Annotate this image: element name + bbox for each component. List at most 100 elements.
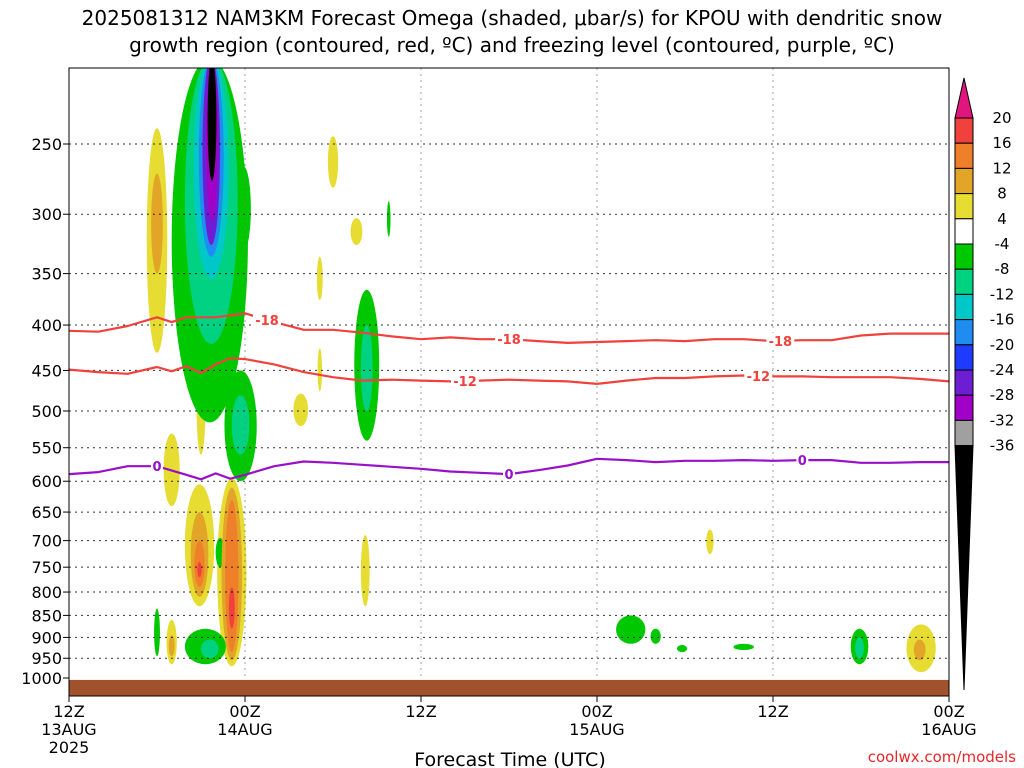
pressure-tick-label: 800 (31, 583, 62, 602)
pressure-tick-label: 400 (31, 316, 62, 335)
colorbar-label: 4 (997, 210, 1007, 228)
pressure-tick-label: 600 (31, 472, 62, 491)
time-tick-label: 00Z (933, 702, 964, 721)
colorbar-segment (954, 167, 974, 195)
colorbar-segment (954, 344, 974, 371)
colorbar-label: -28 (990, 386, 1015, 404)
omega-cell (913, 639, 926, 661)
omega-cell (350, 218, 363, 246)
omega-cell (207, 68, 217, 181)
pressure-tick-label: 700 (31, 532, 62, 551)
contour-0-label: 0 (798, 454, 807, 469)
colorbar-label: -32 (990, 411, 1015, 429)
time-tick-label: 00Z (581, 702, 612, 721)
chart-title-line-1: 2025081312 NAM3KM Forecast Omega (shaded… (82, 6, 943, 30)
omega-cell (676, 645, 688, 653)
omega-shading (146, 68, 936, 673)
colorbar-label: 8 (997, 185, 1007, 203)
omega-cell (228, 587, 235, 629)
omega-cell (733, 643, 754, 651)
colorbar-segment (954, 268, 974, 295)
omega-cell (360, 535, 370, 607)
time-tick-label: 12Z (757, 702, 788, 721)
colorbar-label: 20 (992, 109, 1011, 127)
ground-below-surface (69, 679, 949, 696)
contour--12-label: -12 (453, 375, 477, 390)
colorbar-min-arrow (954, 445, 974, 691)
contour--18-label: -18 (255, 314, 279, 329)
colorbar-segment (954, 394, 974, 421)
colorbar-label: -24 (990, 361, 1015, 379)
colorbar-label: -36 (990, 437, 1015, 455)
omega-cell (168, 635, 175, 657)
omega-cell (616, 615, 646, 644)
time-tick-label: 16AUG (921, 720, 976, 739)
contour-0-label: 0 (152, 460, 161, 475)
pressure-tick-label: 500 (31, 402, 62, 421)
colorbar-segment (954, 293, 974, 321)
contour-label-bg (451, 372, 479, 388)
contour--18-label: -18 (497, 333, 521, 348)
contour-0-line (69, 457, 949, 481)
x-axis-label: Forecast Time (UTC) (414, 749, 605, 768)
colorbar-segment (954, 243, 974, 270)
colorbar-label: -20 (990, 336, 1015, 354)
omega-cell (293, 393, 309, 427)
contour--18-line (69, 312, 949, 344)
pressure-axis: 250 300 350 400 450 500 550 600 650 700 750 800 850 9… (21, 135, 69, 688)
omega-cell (706, 529, 714, 555)
omega-cell (231, 395, 250, 455)
colorbar-segment (954, 319, 974, 346)
omega-cell (650, 628, 661, 644)
pressure-tick-label: 950 (31, 649, 62, 668)
pressure-tick-label: 900 (31, 628, 62, 647)
contour-label-bg (744, 367, 773, 383)
time-tick-label: 2025 (49, 738, 90, 757)
omega-cell (317, 348, 322, 392)
pressure-tick-label: 450 (31, 361, 62, 380)
omega-cell (855, 637, 864, 659)
omega-cell (201, 639, 219, 659)
pressure-tick-label: 650 (31, 503, 62, 522)
omega-cell (236, 166, 251, 251)
colorbar-segment (954, 218, 974, 245)
colorbar-label: -8 (995, 260, 1010, 278)
colorbar-segment (954, 142, 974, 169)
colorbar-segment (954, 193, 974, 220)
time-tick-label: 15AUG (569, 720, 624, 739)
time-tick-label: 14AUG (217, 720, 272, 739)
pressure-tick-label: 250 (31, 135, 62, 154)
contour-label-bg (253, 311, 281, 327)
time-tick-label: 12Z (53, 702, 84, 721)
plot-area: -18 -18 -18 -12 -12 0 0 0 (68, 67, 950, 697)
colorbar-label: -12 (990, 285, 1015, 303)
color-legend: 20 16 12 8 4 -4 -8 -12 -16 -20 -24 -28 -32 -36 (954, 77, 1015, 691)
contour-label-bg (495, 331, 523, 347)
colorbar-label: 16 (992, 134, 1011, 152)
pressure-tick-label: 300 (31, 205, 62, 224)
colorbar-segment (954, 117, 974, 144)
colorbar-segment (954, 419, 974, 447)
colorbar-label: 12 (992, 159, 1011, 177)
colorbar-label: -4 (995, 235, 1010, 253)
pressure-tick-label: 350 (31, 265, 62, 284)
omega-cell (360, 325, 373, 412)
colorbar-max-arrow (954, 77, 974, 119)
omega-cell (154, 608, 160, 657)
time-tick-label: 13AUG (41, 720, 96, 739)
omega-cell (151, 173, 163, 274)
contour-label-bg (796, 452, 809, 468)
temperature-contours: -18 -18 -18 -12 -12 0 0 0 (69, 311, 949, 483)
plot-frame (68, 67, 950, 697)
omega-cell (386, 201, 391, 237)
omega-cell (316, 256, 323, 301)
omega-cell (197, 562, 202, 578)
pressure-tick-label: 550 (31, 439, 62, 458)
contour-label-bg (503, 466, 515, 482)
chart-title-line-2: growth region (contoured, red, ºC) and f… (129, 33, 895, 57)
time-tick-label: 12Z (405, 702, 436, 721)
source-credit: coolwx.com/models (868, 748, 1016, 766)
colorbar-label: -16 (990, 311, 1015, 329)
pressure-tick-label: 750 (31, 558, 62, 577)
